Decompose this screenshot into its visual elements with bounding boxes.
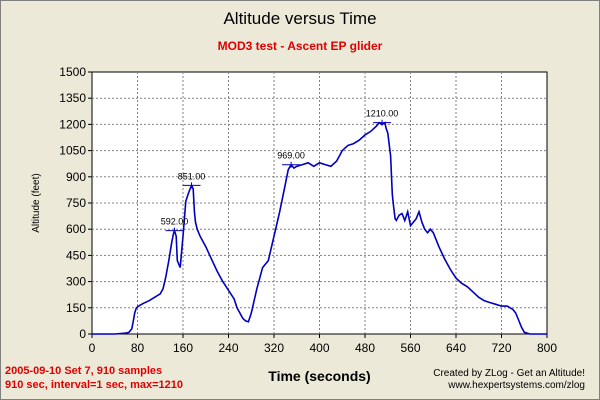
x-tick-label: 640 <box>446 341 466 355</box>
x-axis-title: Time (seconds) <box>268 368 370 384</box>
x-tick-label: 0 <box>89 341 96 355</box>
chart-title: Altitude versus Time <box>223 9 377 28</box>
x-tick-label: 160 <box>173 341 193 355</box>
altitude-series-line <box>92 121 547 335</box>
y-tick-label: 450 <box>66 248 86 262</box>
session-info-line-1: 2005-09-10 Set 7, 910 samples <box>5 365 163 377</box>
x-tick-label: 720 <box>491 341 511 355</box>
y-tick-label: 1350 <box>59 91 86 105</box>
chart-subtitle: MOD3 test - Ascent EP glider <box>217 39 383 53</box>
y-tick-label: 1050 <box>59 144 86 158</box>
credit-line-1: Created by ZLog - Get an Altitude! <box>433 368 585 379</box>
session-info-line-2: 910 sec, interval=1 sec, max=1210 <box>5 379 183 391</box>
y-tick-label: 300 <box>66 275 86 289</box>
x-tick-label: 400 <box>309 341 329 355</box>
peak-label: 592.00 <box>161 217 189 227</box>
x-tick-label: 80 <box>131 341 145 355</box>
x-tick-label: 480 <box>355 341 375 355</box>
y-tick-label: 1200 <box>59 117 86 131</box>
y-tick-label: 900 <box>66 170 86 184</box>
peak-label: 851.00 <box>178 171 206 181</box>
peak-label: 1210.00 <box>366 109 399 119</box>
x-tick-label: 240 <box>218 341 238 355</box>
y-tick-label: 150 <box>66 301 86 315</box>
axis-ticks: 0 80 160 240 320 400 480 560 640 720 800 0 150 300 450… <box>59 65 557 355</box>
y-tick-label: 1500 <box>59 65 86 79</box>
y-tick-label: 0 <box>79 327 86 341</box>
y-tick-label: 600 <box>66 222 86 236</box>
peak-label: 969.00 <box>277 151 305 161</box>
credit-url: www.hexpertsystems.com/zlog <box>448 380 585 391</box>
y-tick-label: 750 <box>66 196 86 210</box>
x-tick-label: 560 <box>400 341 420 355</box>
peak-markers: 592.00 851.00 969.00 1210.00 <box>161 109 399 234</box>
x-tick-label: 800 <box>537 341 557 355</box>
x-tick-label: 320 <box>264 341 284 355</box>
y-axis-title: Altitude (feet) <box>31 173 42 232</box>
